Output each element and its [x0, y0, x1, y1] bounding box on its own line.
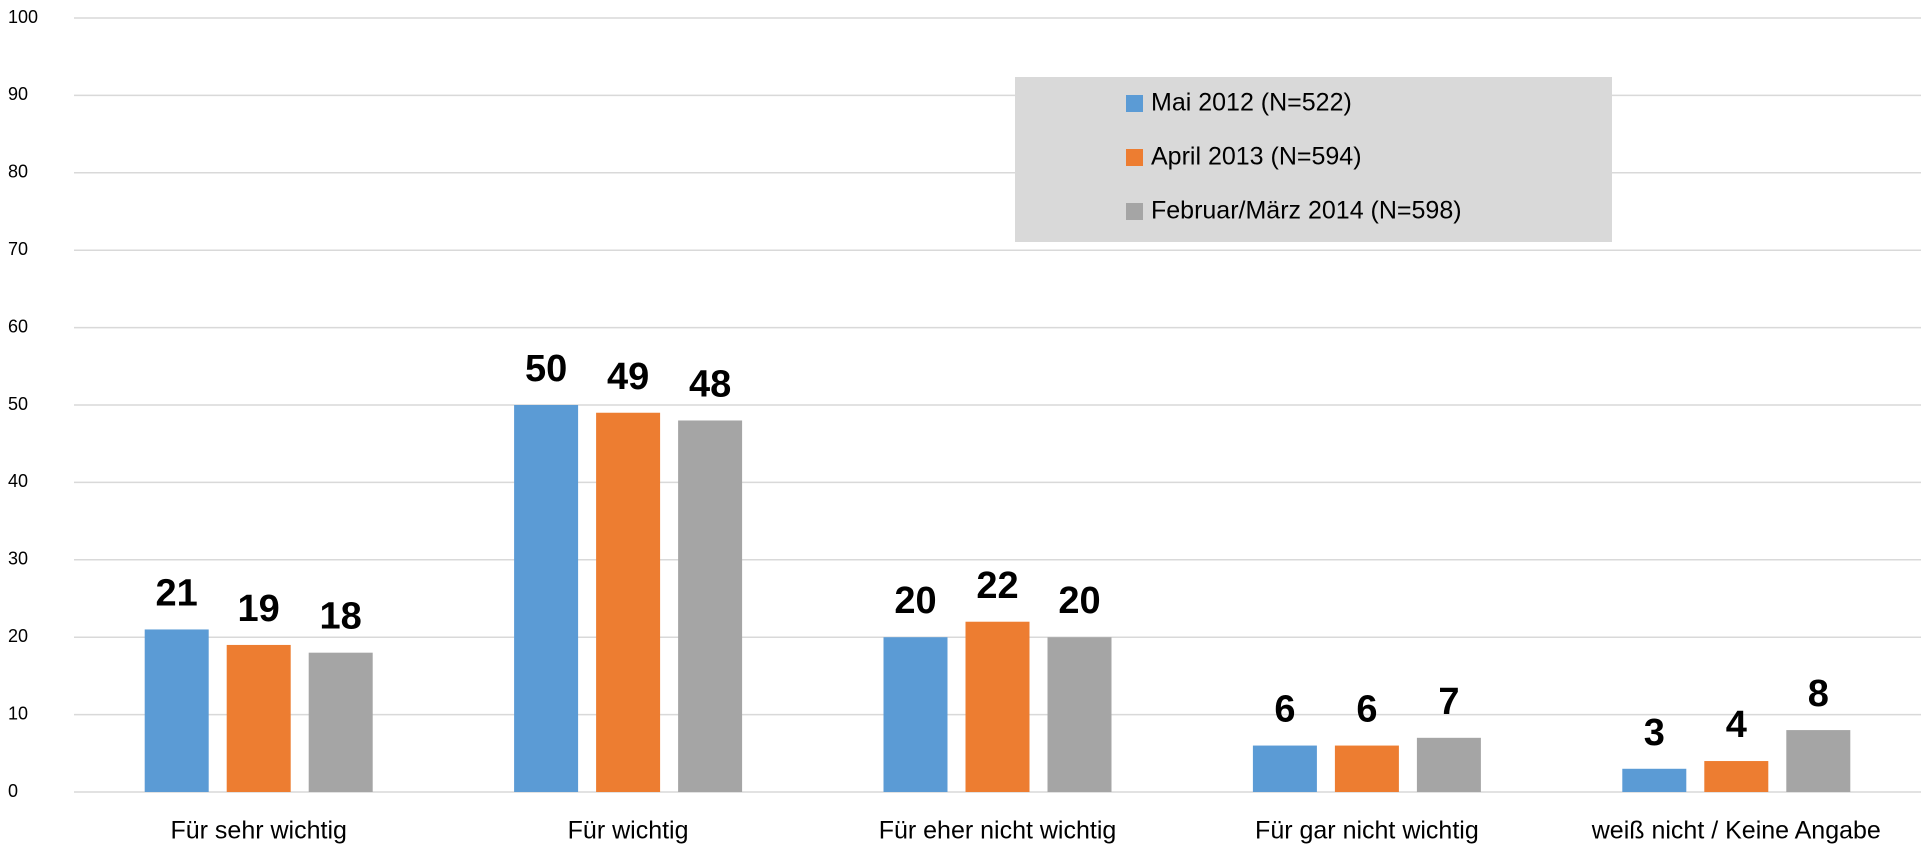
data-label: 20 [1058, 580, 1100, 622]
data-label: 21 [156, 572, 198, 614]
bar [226, 644, 291, 792]
x-tick-label: weiß nicht / Keine Angabe [1591, 817, 1881, 845]
legend-box [1015, 77, 1612, 242]
data-label: 49 [607, 356, 649, 398]
data-label: 4 [1726, 704, 1747, 746]
bar [1786, 730, 1851, 792]
y-tick-label: 90 [8, 84, 28, 104]
y-tick-label: 40 [8, 471, 28, 491]
bar [596, 412, 661, 792]
y-tick-label: 10 [8, 703, 28, 723]
bar [1047, 637, 1112, 792]
y-tick-label: 20 [8, 626, 28, 646]
bar [965, 621, 1030, 792]
legend-swatch [1126, 149, 1143, 166]
bar [1704, 761, 1769, 792]
data-label: 48 [689, 364, 731, 406]
x-tick-label: Für sehr wichtig [170, 817, 346, 845]
bar [1622, 768, 1687, 792]
bar [883, 637, 948, 792]
bar [514, 405, 579, 792]
data-label: 7 [1438, 681, 1459, 723]
bar [678, 420, 743, 792]
legend-label: Februar/März 2014 (N=598) [1151, 197, 1462, 225]
data-label: 19 [238, 588, 280, 630]
y-tick-label: 70 [8, 239, 28, 259]
data-label: 8 [1808, 673, 1829, 715]
bar [144, 629, 209, 792]
data-label: 20 [894, 580, 936, 622]
x-tick-label: Für wichtig [568, 817, 689, 845]
legend-swatch [1126, 203, 1143, 220]
bar [1252, 745, 1317, 792]
legend-label: Mai 2012 (N=522) [1151, 89, 1352, 117]
bar [1334, 745, 1399, 792]
data-label: 6 [1274, 689, 1295, 731]
y-tick-label: 30 [8, 549, 28, 569]
y-tick-label: 0 [8, 781, 18, 801]
x-tick-label: Für gar nicht wichtig [1255, 817, 1479, 845]
y-tick-label: 60 [8, 316, 28, 336]
y-tick-label: 100 [8, 7, 38, 27]
y-tick-label: 80 [8, 162, 28, 182]
legend-label: April 2013 (N=594) [1151, 143, 1362, 171]
bar [1416, 737, 1481, 792]
data-label: 6 [1356, 689, 1377, 731]
y-tick-label: 50 [8, 394, 28, 414]
x-tick-label: Für eher nicht wichtig [879, 817, 1117, 845]
data-label: 18 [320, 596, 362, 638]
data-label: 22 [976, 565, 1018, 607]
data-label: 50 [525, 348, 567, 390]
data-label: 3 [1644, 712, 1665, 754]
bar [308, 652, 373, 792]
legend-swatch [1126, 95, 1143, 112]
